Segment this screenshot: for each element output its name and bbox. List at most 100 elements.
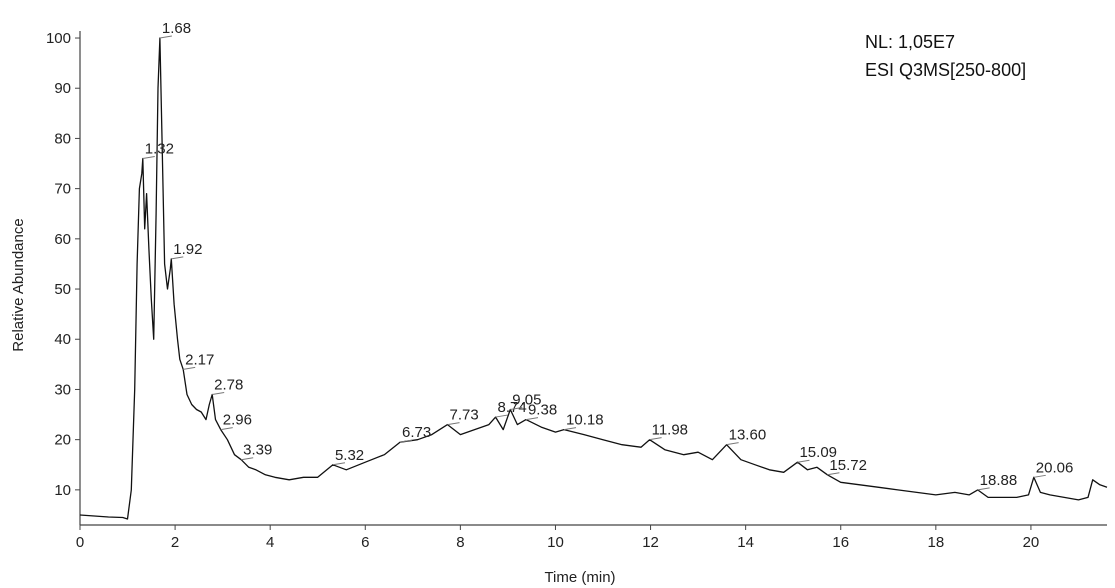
peak-label-text: 6.73	[402, 424, 431, 441]
peak-label: 6.73	[399, 424, 431, 443]
peak-label-leader	[510, 407, 523, 411]
peak-label-leader	[495, 414, 508, 418]
y-tick-label: 100	[46, 30, 71, 47]
peak-label: 15.72	[827, 457, 867, 476]
x-tick-label: 6	[361, 534, 369, 551]
y-tick: 70	[54, 181, 80, 198]
peak-label: 11.98	[649, 422, 688, 441]
x-tick-label: 8	[456, 534, 464, 551]
peak-label-leader	[563, 427, 577, 431]
y-tick: 40	[54, 331, 80, 348]
y-tick: 10	[54, 482, 80, 499]
peak-label: 18.88	[977, 472, 1018, 491]
peak-label-text: 15.09	[799, 444, 837, 461]
peak-label-text: 9.05	[512, 392, 541, 409]
peak-label-leader	[183, 366, 196, 370]
peak-label: 1.32	[142, 141, 174, 160]
peak-label-text: 18.88	[980, 472, 1018, 489]
x-tick-label: 2	[171, 534, 179, 551]
peak-label: 5.32	[332, 447, 364, 466]
x-tick-label: 10	[547, 534, 564, 551]
peak-label: 8.74	[495, 399, 527, 418]
x-tick: 0	[76, 525, 84, 551]
peak-label-leader	[827, 472, 840, 476]
peak-label-leader	[726, 442, 739, 446]
x-tick-label: 20	[1023, 534, 1040, 551]
x-tick: 6	[361, 525, 369, 551]
x-tick: 12	[642, 525, 659, 551]
y-tick-label: 60	[54, 231, 71, 248]
peak-label-leader	[159, 35, 172, 39]
peak-label-text: 1.92	[173, 241, 202, 258]
peak-label: 7.73	[447, 407, 479, 426]
peak-label: 3.39	[241, 442, 272, 461]
y-axis-label: Relative Abundance	[10, 218, 27, 351]
peak-label-text: 13.60	[729, 427, 767, 444]
peak-label: 10.18	[563, 412, 604, 431]
normalization-level-annotation: NL: 1,05E7	[865, 32, 955, 52]
peak-label-text: 9.38	[528, 402, 557, 419]
x-tick: 2	[171, 525, 179, 551]
peak-label-leader	[447, 422, 460, 426]
x-tick: 4	[266, 525, 274, 551]
x-tick-label: 16	[832, 534, 849, 551]
peak-label-text: 11.98	[652, 422, 688, 439]
y-tick-label: 90	[54, 80, 71, 97]
peak-label-text: 2.78	[214, 376, 243, 393]
y-tick-label: 80	[54, 130, 71, 147]
axes: 0 2 4 6 8 10 12 14 16 18 20 10 20 30 40 50 60 70 80 90 100	[46, 30, 1107, 551]
peak-label: 20.06	[1033, 459, 1074, 478]
y-tick-label: 40	[54, 331, 71, 348]
peak-label-leader	[797, 459, 810, 463]
x-tick: 14	[737, 525, 754, 551]
chromatogram-trace	[79, 37, 1108, 520]
y-tick: 30	[54, 381, 80, 398]
x-tick-label: 18	[927, 534, 944, 551]
y-tick: 80	[54, 130, 80, 147]
peak-label-text: 8.74	[498, 399, 527, 416]
peak-label: 13.60	[726, 427, 767, 446]
y-tick-label: 50	[54, 281, 71, 298]
x-tick: 16	[832, 525, 849, 551]
x-tick-label: 12	[642, 534, 659, 551]
peak-label-leader	[142, 156, 155, 160]
x-axis-ticks: 0 2 4 6 8 10 12 14 16 18 20	[76, 525, 1039, 551]
y-axis-ticks: 10 20 30 40 50 60 70 80 90 100	[46, 30, 80, 499]
peak-label-text: 7.73	[450, 407, 479, 424]
x-axis-label: Time (min)	[544, 569, 615, 586]
peak-label: 15.09	[797, 444, 837, 463]
peak-label-leader	[171, 256, 184, 260]
y-tick: 60	[54, 231, 80, 248]
peak-label-text: 20.06	[1036, 459, 1074, 476]
x-tick: 10	[547, 525, 564, 551]
peak-label-leader	[212, 391, 225, 395]
peak-label-text: 15.72	[829, 457, 867, 474]
peak-label-leader	[525, 417, 539, 421]
peak-label-text: 2.17	[185, 351, 214, 368]
y-tick-label: 30	[54, 381, 71, 398]
peak-label-text: 1.68	[162, 20, 191, 37]
x-tick-label: 14	[737, 534, 754, 551]
y-tick-label: 10	[54, 482, 71, 499]
peak-label-text: 1.32	[145, 141, 174, 158]
y-tick: 90	[54, 80, 80, 97]
y-tick: 100	[46, 30, 80, 47]
x-tick: 20	[1023, 525, 1040, 551]
x-tick: 18	[927, 525, 944, 551]
x-tick: 8	[456, 525, 465, 551]
peak-label-leader	[1033, 474, 1046, 478]
peak-label-text: 2.96	[223, 412, 252, 429]
peak-label: 2.17	[183, 351, 214, 370]
y-tick-label: 70	[54, 181, 71, 198]
peak-label-leader	[977, 487, 990, 491]
peak-label: 2.96	[220, 412, 252, 431]
y-tick: 50	[54, 281, 80, 298]
scan-filter-annotation: ESI Q3MS[250-800]	[865, 60, 1026, 80]
peak-label: 9.05	[510, 392, 541, 411]
peak-label-leader	[220, 427, 233, 431]
peak-label-text: 3.39	[243, 442, 272, 459]
y-tick: 20	[54, 432, 80, 449]
peak-label: 1.92	[171, 241, 202, 260]
peak-label-leader	[332, 462, 346, 466]
